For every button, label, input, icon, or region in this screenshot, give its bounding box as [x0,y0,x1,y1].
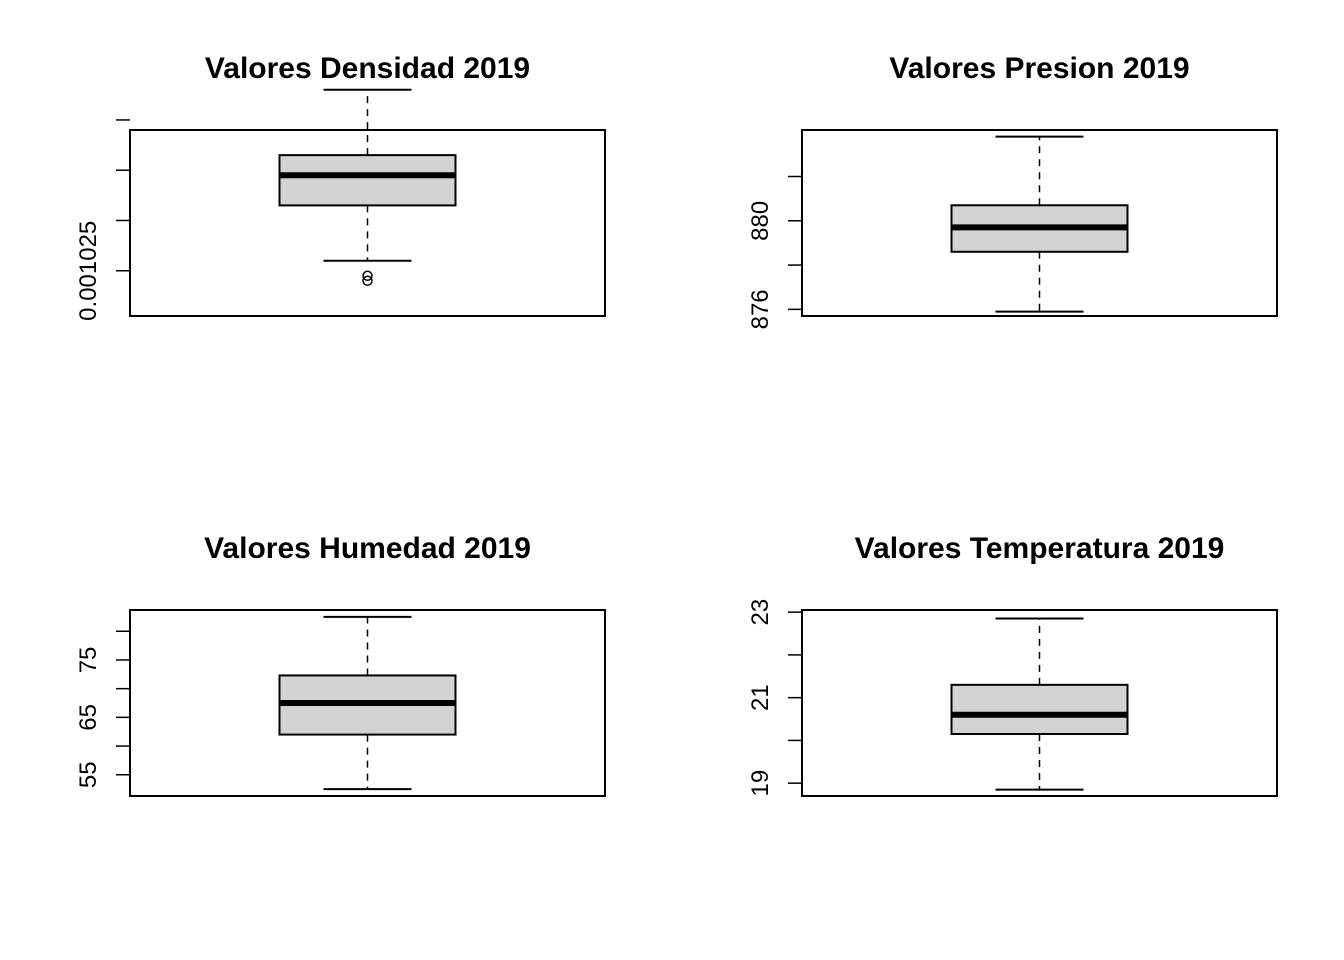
chart-title: Valores Humedad 2019 [204,532,531,565]
y-tick-label: 75 [75,647,102,674]
y-tick-label: 55 [75,761,102,788]
y-tick-label: 21 [747,684,774,711]
y-tick-label: 65 [75,704,102,731]
boxplot-panel: Valores Presion 2019 876 880 [747,52,1278,329]
boxplot-panel: Valores Densidad 2019 0.001025 [75,52,606,321]
chart-title: Valores Densidad 2019 [205,52,530,85]
chart-title: Valores Presion 2019 [889,52,1189,85]
y-tick-label: 880 [747,201,774,241]
plot-frame [129,129,606,317]
y-tick-label: 0.001025 [75,221,102,321]
plot-frame [129,609,606,797]
boxplot-panel: Valores Humedad 2019 55 65 75 [75,532,606,797]
boxplot-panel: Valores Temperatura 2019 19 21 23 [747,532,1278,797]
chart-title: Valores Temperatura 2019 [855,532,1225,565]
y-tick-label: 23 [747,599,774,626]
plot-frame [801,129,1278,317]
iqr-box [950,683,1129,735]
y-tick-label: 19 [747,770,774,797]
outlier-point [362,270,373,282]
y-tick-label: 876 [747,289,774,329]
outlier-point [362,275,373,287]
plot-frame [801,609,1278,797]
iqr-box [278,154,457,207]
